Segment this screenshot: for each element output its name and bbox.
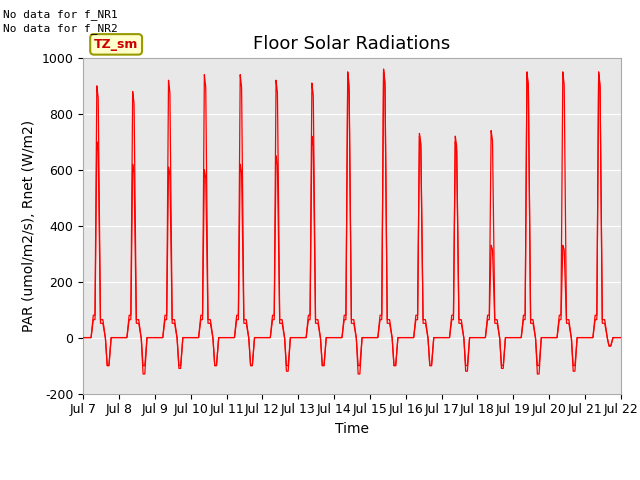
Y-axis label: PAR (umol/m2/s), Rnet (W/m2): PAR (umol/m2/s), Rnet (W/m2) xyxy=(22,120,36,332)
Text: TZ_sm: TZ_sm xyxy=(94,38,138,51)
Text: No data for f_NR2: No data for f_NR2 xyxy=(3,23,118,34)
Legend: q_line: q_line xyxy=(307,474,397,480)
Title: Floor Solar Radiations: Floor Solar Radiations xyxy=(253,35,451,53)
Text: No data for f_NR1: No data for f_NR1 xyxy=(3,9,118,20)
X-axis label: Time: Time xyxy=(335,422,369,436)
